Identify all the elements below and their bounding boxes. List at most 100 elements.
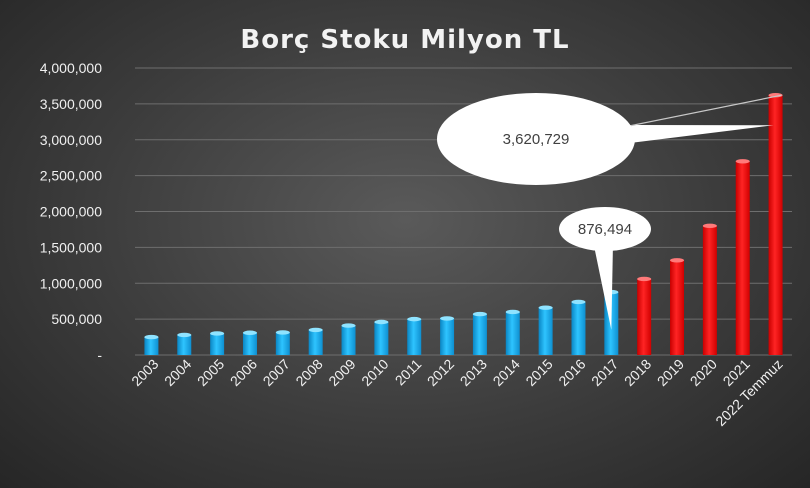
y-tick-label: 2,000,000 bbox=[40, 204, 102, 220]
bar-cap bbox=[144, 334, 159, 340]
y-tick-label: 3,000,000 bbox=[40, 132, 102, 148]
y-tick-label: 3,500,000 bbox=[40, 96, 102, 112]
bars bbox=[144, 93, 783, 355]
bar-cap bbox=[242, 330, 257, 335]
bar bbox=[275, 332, 290, 355]
callout-pointer bbox=[626, 125, 774, 143]
bar bbox=[538, 307, 553, 355]
callouts: 876,494 3,620,729 bbox=[437, 93, 782, 330]
x-tick-label: 2008 bbox=[292, 356, 325, 389]
bar bbox=[472, 314, 487, 355]
x-axis-tick-labels: 2003 2004 2005 2006 2007 2008 2009 2010 2011 2012… bbox=[128, 356, 785, 429]
bar bbox=[308, 329, 323, 355]
bar-2021 bbox=[735, 159, 750, 355]
bar-2003 bbox=[144, 334, 159, 355]
bar bbox=[177, 334, 192, 355]
x-tick-label: 2013 bbox=[457, 356, 490, 389]
x-tick-label: 2007 bbox=[260, 356, 293, 389]
bar-2005 bbox=[210, 331, 225, 355]
bar-cap bbox=[571, 299, 586, 305]
y-tick-label: 500,000 bbox=[51, 311, 102, 327]
bar bbox=[341, 325, 356, 355]
bar-2018 bbox=[637, 276, 652, 355]
callout-pointer bbox=[593, 241, 613, 330]
bar-2009 bbox=[341, 323, 356, 355]
x-tick-label: 2011 bbox=[392, 356, 425, 389]
bar-2016 bbox=[571, 299, 586, 355]
bar-2020 bbox=[702, 223, 717, 355]
y-tick-label: 1,000,000 bbox=[40, 275, 102, 291]
bar bbox=[670, 260, 685, 355]
bar-2010 bbox=[374, 319, 389, 355]
x-tick-label: 2003 bbox=[128, 356, 161, 389]
bar-2006 bbox=[242, 330, 257, 355]
bar bbox=[768, 95, 783, 355]
bar-2007 bbox=[275, 330, 290, 355]
bar bbox=[210, 333, 225, 355]
callout-bubble bbox=[559, 207, 651, 251]
y-tick-label: 4,000,000 bbox=[40, 60, 102, 76]
bar-cap bbox=[538, 305, 553, 310]
bar bbox=[242, 332, 257, 355]
x-tick-label: 2015 bbox=[522, 356, 555, 389]
x-tick-label: 2019 bbox=[654, 356, 687, 389]
bar bbox=[144, 337, 159, 355]
bar bbox=[440, 318, 455, 355]
callout-2022-temmuz: 3,620,729 bbox=[437, 93, 782, 185]
x-tick-label: 2005 bbox=[194, 356, 227, 389]
bar-cap bbox=[341, 323, 356, 328]
chart-title: Borç Stoku Milyon TL bbox=[240, 25, 569, 55]
x-tick-label: 2020 bbox=[687, 356, 720, 389]
y-axis-tick-labels: - 500,000 1,000,000 1,500,000 2,000,000 2,500… bbox=[40, 60, 103, 363]
bar-2014 bbox=[505, 309, 520, 355]
bar-cap bbox=[472, 311, 487, 317]
callout-label: 3,620,729 bbox=[503, 131, 570, 148]
y-tick-label: 1,500,000 bbox=[40, 239, 102, 255]
x-tick-label: 2016 bbox=[555, 356, 588, 389]
bar bbox=[407, 319, 422, 355]
bar-2012 bbox=[440, 316, 455, 355]
bar-2011 bbox=[407, 316, 422, 355]
bar-2008 bbox=[308, 327, 323, 355]
x-tick-label: 2014 bbox=[490, 356, 523, 389]
x-tick-label: 2018 bbox=[621, 356, 654, 389]
bar-cap bbox=[407, 316, 422, 322]
bar bbox=[374, 321, 389, 355]
bar-2013 bbox=[472, 311, 487, 355]
x-tick-label: 2017 bbox=[588, 356, 621, 389]
bar-2004 bbox=[177, 332, 192, 355]
bar-cap bbox=[308, 327, 323, 333]
callout-label: 876,494 bbox=[578, 221, 632, 238]
callout-bubble bbox=[437, 93, 635, 185]
bar bbox=[702, 225, 717, 355]
bar-cap bbox=[637, 276, 652, 282]
bar-cap bbox=[210, 331, 225, 336]
bar-cap bbox=[702, 223, 717, 229]
x-tick-label: 2012 bbox=[424, 356, 457, 389]
bar-cap bbox=[735, 159, 750, 164]
x-tick-label: 2004 bbox=[161, 356, 194, 389]
bar-cap bbox=[275, 330, 290, 335]
bar-2019 bbox=[670, 258, 685, 355]
bar bbox=[505, 311, 520, 355]
bar bbox=[571, 301, 586, 355]
y-tick-label: - bbox=[97, 347, 102, 363]
bar-cap bbox=[440, 316, 455, 321]
bar bbox=[735, 161, 750, 355]
x-tick-label: 2009 bbox=[325, 356, 358, 389]
callout-2017: 876,494 bbox=[559, 207, 651, 330]
callout-leader-line bbox=[623, 94, 782, 128]
bar-cap bbox=[505, 309, 520, 315]
gridlines bbox=[135, 67, 792, 356]
bar-cap bbox=[670, 258, 685, 263]
x-tick-label: 2010 bbox=[358, 356, 391, 389]
bar-cap bbox=[177, 332, 192, 338]
y-tick-label: 2,500,000 bbox=[40, 168, 102, 184]
bar-2022-temmuz bbox=[768, 93, 783, 355]
bar-2015 bbox=[538, 305, 553, 355]
x-tick-label: 2006 bbox=[227, 356, 260, 389]
bar-cap bbox=[374, 319, 389, 325]
bar bbox=[637, 278, 652, 355]
